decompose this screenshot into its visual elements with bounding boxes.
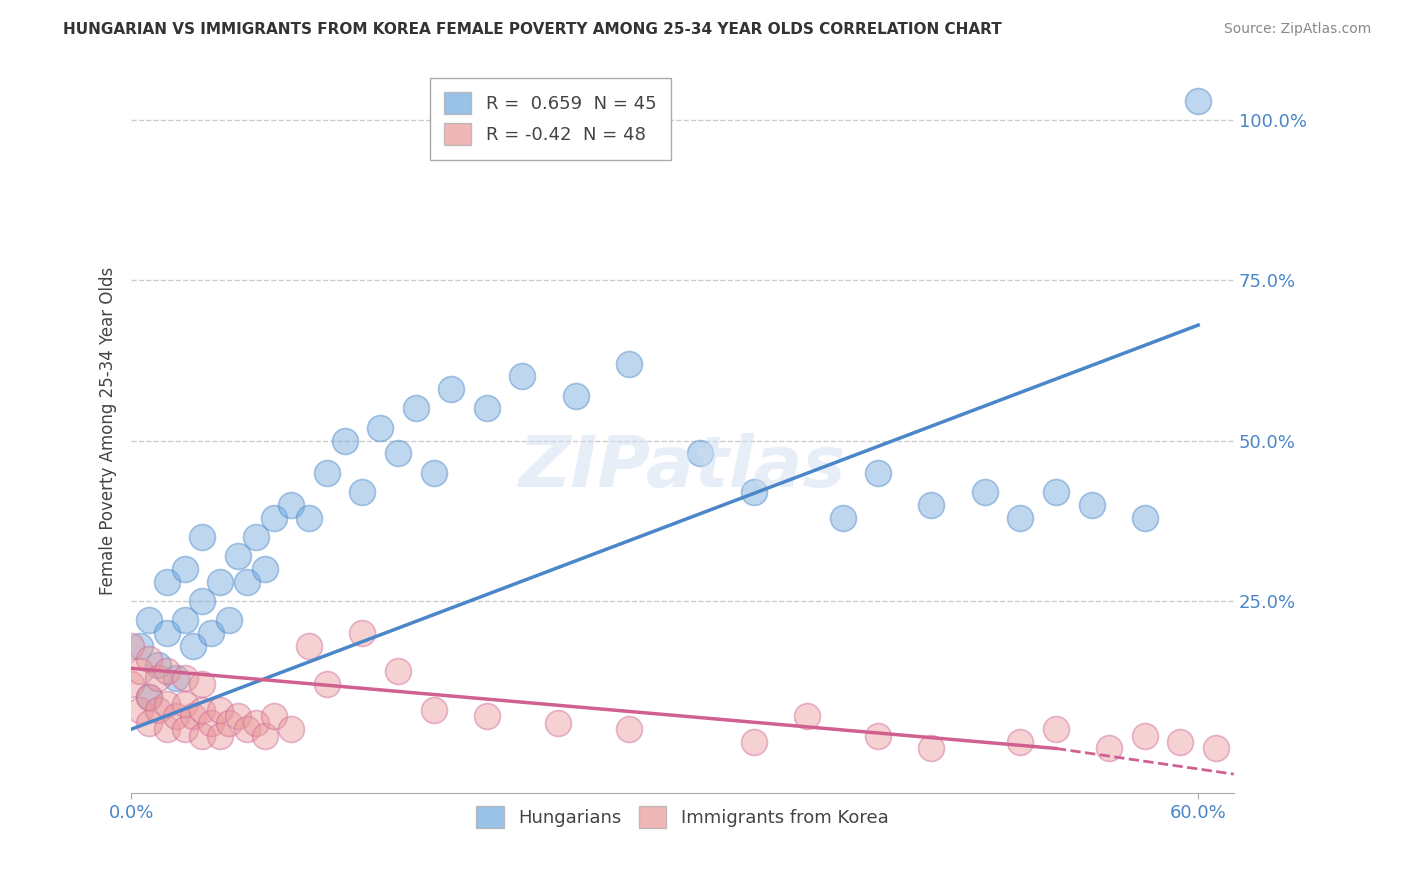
Point — [796, 709, 818, 723]
Point — [129, 639, 152, 653]
Point — [1098, 741, 1121, 756]
Point — [146, 658, 169, 673]
Point — [1045, 722, 1067, 736]
Point — [1010, 510, 1032, 524]
Point — [183, 639, 205, 653]
Point — [1080, 498, 1102, 512]
Point — [156, 697, 179, 711]
Point — [156, 665, 179, 679]
Point — [209, 703, 232, 717]
Point — [298, 510, 321, 524]
Point — [138, 651, 160, 665]
Text: ZIPatlas: ZIPatlas — [519, 433, 846, 501]
Point — [138, 690, 160, 705]
Point — [868, 466, 890, 480]
Point — [387, 665, 409, 679]
Point — [191, 530, 214, 544]
Point — [173, 613, 195, 627]
Point — [245, 530, 267, 544]
Point — [617, 357, 640, 371]
Point — [138, 690, 160, 705]
Point — [165, 671, 187, 685]
Point — [565, 389, 588, 403]
Point — [253, 562, 276, 576]
Point — [1133, 510, 1156, 524]
Point — [218, 613, 240, 627]
Point — [1010, 735, 1032, 749]
Point — [245, 715, 267, 730]
Point — [236, 722, 259, 736]
Point — [1187, 94, 1209, 108]
Point — [226, 709, 249, 723]
Point — [146, 703, 169, 717]
Point — [191, 703, 214, 717]
Point — [1045, 484, 1067, 499]
Point — [173, 697, 195, 711]
Point — [209, 729, 232, 743]
Point — [315, 466, 337, 480]
Point — [173, 722, 195, 736]
Point — [200, 626, 222, 640]
Point — [315, 677, 337, 691]
Point — [226, 549, 249, 563]
Point — [191, 729, 214, 743]
Point — [512, 369, 534, 384]
Point — [253, 729, 276, 743]
Point — [120, 639, 142, 653]
Point — [868, 729, 890, 743]
Point — [475, 401, 498, 416]
Point — [298, 639, 321, 653]
Point — [1133, 729, 1156, 743]
Point — [191, 677, 214, 691]
Point — [617, 722, 640, 736]
Point — [280, 498, 302, 512]
Point — [440, 382, 463, 396]
Point — [831, 510, 853, 524]
Point — [191, 594, 214, 608]
Point — [138, 715, 160, 730]
Point — [973, 484, 995, 499]
Point — [920, 741, 942, 756]
Point — [129, 665, 152, 679]
Point — [236, 574, 259, 589]
Point — [742, 735, 765, 749]
Point — [475, 709, 498, 723]
Point — [742, 484, 765, 499]
Text: HUNGARIAN VS IMMIGRANTS FROM KOREA FEMALE POVERTY AMONG 25-34 YEAR OLDS CORRELAT: HUNGARIAN VS IMMIGRANTS FROM KOREA FEMAL… — [63, 22, 1002, 37]
Point — [156, 574, 179, 589]
Point — [138, 613, 160, 627]
Point — [209, 574, 232, 589]
Point — [333, 434, 356, 448]
Point — [165, 709, 187, 723]
Point — [263, 709, 285, 723]
Point — [156, 626, 179, 640]
Point — [368, 421, 391, 435]
Point — [1170, 735, 1192, 749]
Point — [352, 626, 374, 640]
Point — [156, 722, 179, 736]
Legend: Hungarians, Immigrants from Korea: Hungarians, Immigrants from Korea — [470, 798, 896, 835]
Point — [218, 715, 240, 730]
Point — [146, 671, 169, 685]
Y-axis label: Female Poverty Among 25-34 Year Olds: Female Poverty Among 25-34 Year Olds — [100, 267, 117, 595]
Point — [120, 677, 142, 691]
Point — [405, 401, 427, 416]
Point — [129, 703, 152, 717]
Point — [920, 498, 942, 512]
Point — [352, 484, 374, 499]
Text: Source: ZipAtlas.com: Source: ZipAtlas.com — [1223, 22, 1371, 37]
Point — [183, 709, 205, 723]
Point — [422, 703, 444, 717]
Point — [387, 446, 409, 460]
Point — [200, 715, 222, 730]
Point — [280, 722, 302, 736]
Point — [422, 466, 444, 480]
Point — [173, 562, 195, 576]
Point — [173, 671, 195, 685]
Point — [547, 715, 569, 730]
Point — [689, 446, 711, 460]
Point — [263, 510, 285, 524]
Point — [1205, 741, 1227, 756]
